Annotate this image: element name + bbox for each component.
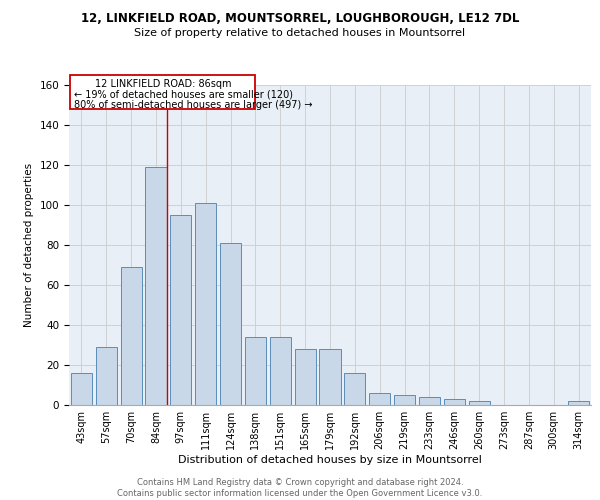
Bar	[170, 215, 191, 405]
Bar	[469, 401, 490, 405]
Text: 80% of semi-detached houses are larger (497) →: 80% of semi-detached houses are larger (…	[74, 100, 313, 110]
Bar	[220, 243, 241, 405]
Bar	[71, 373, 92, 405]
Bar	[145, 167, 167, 405]
Text: Size of property relative to detached houses in Mountsorrel: Size of property relative to detached ho…	[134, 28, 466, 38]
Bar	[270, 337, 291, 405]
Y-axis label: Number of detached properties: Number of detached properties	[24, 163, 34, 327]
Text: 12 LINKFIELD ROAD: 86sqm: 12 LINKFIELD ROAD: 86sqm	[95, 79, 231, 89]
Bar	[96, 347, 117, 405]
Bar	[195, 203, 216, 405]
Text: 12, LINKFIELD ROAD, MOUNTSORREL, LOUGHBOROUGH, LE12 7DL: 12, LINKFIELD ROAD, MOUNTSORREL, LOUGHBO…	[81, 12, 519, 26]
Bar	[319, 349, 341, 405]
Bar	[394, 395, 415, 405]
FancyBboxPatch shape	[70, 75, 256, 109]
Bar	[369, 393, 390, 405]
X-axis label: Distribution of detached houses by size in Mountsorrel: Distribution of detached houses by size …	[178, 455, 482, 465]
Bar	[568, 401, 589, 405]
Bar	[344, 373, 365, 405]
Text: ← 19% of detached houses are smaller (120): ← 19% of detached houses are smaller (12…	[74, 90, 293, 100]
Bar	[245, 337, 266, 405]
Bar	[419, 397, 440, 405]
Bar	[444, 399, 465, 405]
Bar	[295, 349, 316, 405]
Text: Contains HM Land Registry data © Crown copyright and database right 2024.
Contai: Contains HM Land Registry data © Crown c…	[118, 478, 482, 498]
Bar	[121, 267, 142, 405]
